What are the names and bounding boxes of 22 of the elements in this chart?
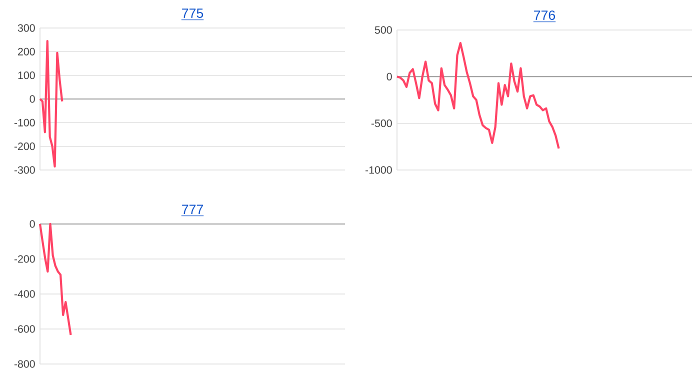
y-tick-label: -200	[14, 142, 35, 150]
y-tick-label: -500	[371, 120, 392, 128]
y-tick-label: 300	[18, 24, 35, 32]
chart-title: 776	[534, 10, 556, 20]
y-tick-label: -100	[14, 118, 35, 126]
y-tick-label: 200	[18, 48, 35, 56]
y-tick-label: 0	[30, 95, 35, 103]
y-tick-label: 0	[30, 220, 35, 228]
y-tick-label: -200	[14, 255, 35, 263]
chart-title: 777	[182, 204, 203, 214]
line-series	[38, 40, 64, 168]
y-tick-label: -600	[14, 325, 35, 333]
line-series	[396, 42, 560, 150]
y-tick-label: -400	[14, 290, 35, 298]
line-series	[38, 222, 72, 336]
y-tick-label: -800	[14, 360, 35, 368]
y-tick-label: 100	[18, 72, 35, 80]
y-tick-label: -1000	[365, 166, 392, 174]
chart-title: 775	[182, 8, 204, 18]
y-tick-label: 0	[386, 72, 392, 80]
y-tick-label: 500	[374, 26, 392, 34]
y-tick-label: -300	[14, 166, 35, 174]
